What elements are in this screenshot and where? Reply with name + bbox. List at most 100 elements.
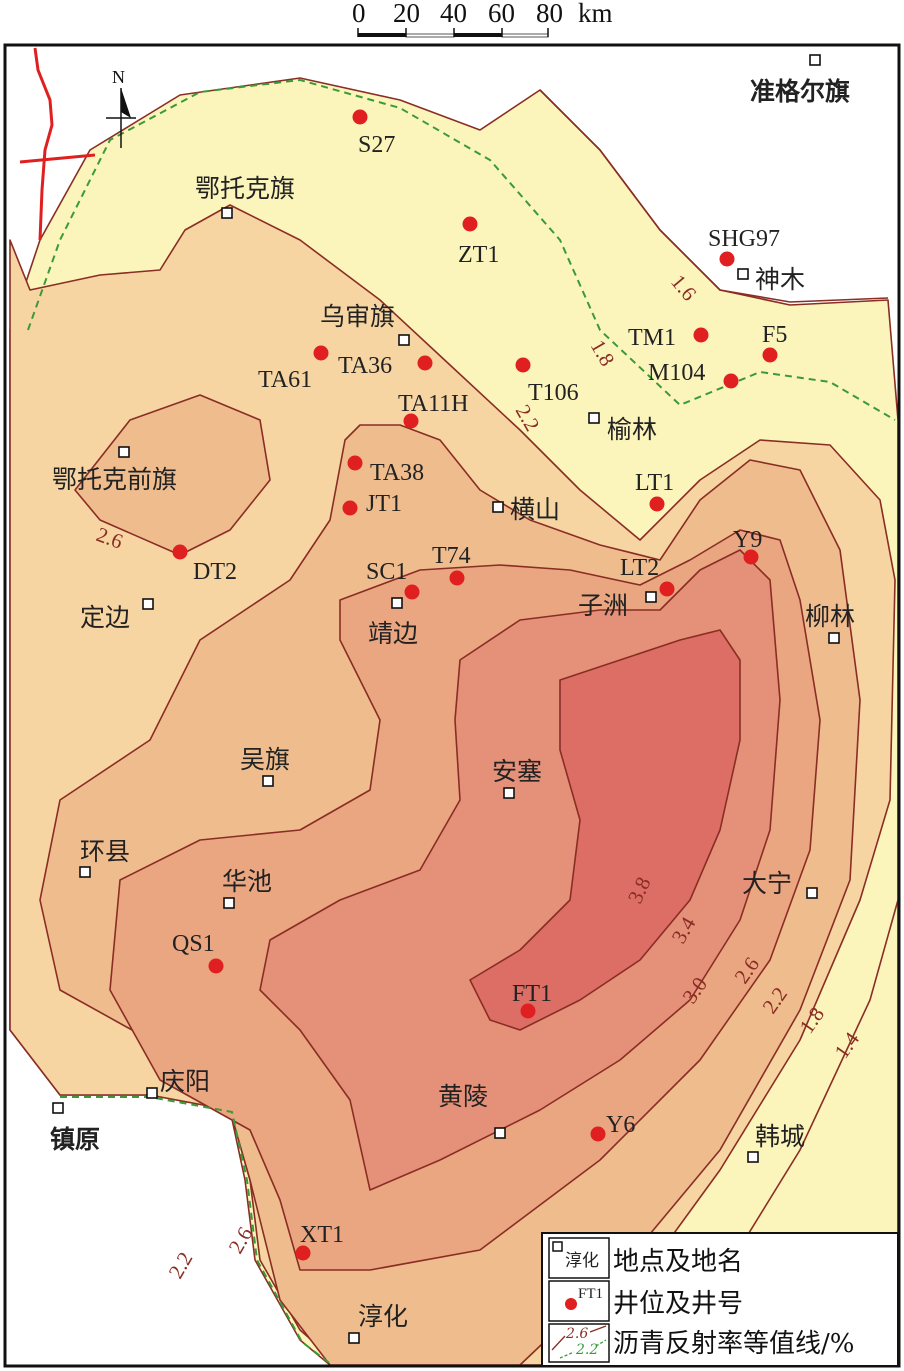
town-square-icon bbox=[223, 897, 235, 909]
well-marker: XT1 bbox=[295, 1222, 344, 1261]
well-label: M104 bbox=[648, 360, 705, 386]
town-marker: 柳林 bbox=[805, 602, 855, 644]
town-label: 吴旗 bbox=[240, 745, 290, 774]
town-square-icon bbox=[806, 887, 818, 899]
legend-town-label: 地点及地名 bbox=[613, 1247, 743, 1277]
well-label: FT1 bbox=[512, 981, 552, 1007]
well-label: LT2 bbox=[620, 555, 659, 581]
well-label: Y9 bbox=[733, 527, 762, 553]
well-dot-icon bbox=[172, 544, 188, 560]
town-square-icon bbox=[645, 591, 657, 603]
well-marker: TA11H bbox=[398, 391, 469, 429]
well-dot-icon bbox=[295, 1245, 311, 1261]
well-label: ZT1 bbox=[458, 242, 499, 268]
town-marker: 靖边 bbox=[368, 597, 418, 648]
well-dot-icon bbox=[417, 355, 433, 371]
well-dot-icon bbox=[590, 1126, 606, 1142]
zone-3-8 bbox=[469, 629, 741, 1031]
town-square-icon bbox=[492, 501, 504, 513]
well-marker: S27 bbox=[352, 109, 395, 158]
well-marker: Y6 bbox=[590, 1112, 635, 1142]
town-label: 子洲 bbox=[578, 591, 628, 620]
town-label: 柳林 bbox=[805, 602, 855, 631]
well-dot-icon bbox=[449, 570, 465, 586]
legend-item-contour: 2.6 2.2 沥青反射率等值线/% bbox=[548, 1323, 854, 1363]
well-label: SC1 bbox=[366, 559, 407, 585]
well-label: QS1 bbox=[172, 931, 215, 957]
contour-zones bbox=[9, 77, 899, 1366]
contour-label: 2.2 bbox=[164, 1248, 198, 1283]
well-marker: TA36 bbox=[338, 353, 433, 379]
well-dot-icon bbox=[723, 373, 739, 389]
well-dot-icon bbox=[404, 584, 420, 600]
town-label: 安塞 bbox=[492, 757, 542, 786]
well-dot-icon bbox=[719, 251, 735, 267]
well-label: Y6 bbox=[606, 1112, 635, 1138]
well-marker: M104 bbox=[648, 360, 739, 389]
town-label: 淳化 bbox=[358, 1302, 408, 1331]
town-marker: 安塞 bbox=[492, 757, 542, 799]
well-label: TA61 bbox=[258, 367, 312, 393]
well-dot-icon bbox=[565, 1298, 577, 1310]
well-dot-icon bbox=[649, 496, 665, 512]
legend: 淳化 地点及地名 FT1 井位及井号 2.6 2.2 沥青反射率等值线/% bbox=[541, 1232, 899, 1367]
well-dot-icon bbox=[313, 345, 329, 361]
town-square-icon bbox=[588, 412, 600, 424]
scale-unit: km bbox=[578, 0, 613, 28]
well-dot-icon bbox=[342, 500, 358, 516]
town-marker: 黄陵 bbox=[438, 1082, 506, 1139]
legend-item-well: FT1 井位及井号 bbox=[548, 1280, 743, 1322]
legend-contour-label: 沥青反射率等值线/% bbox=[613, 1329, 854, 1359]
well-marker: TM1 bbox=[628, 325, 709, 351]
zone-2-6-dt2 bbox=[74, 394, 271, 556]
town-label: 大宁 bbox=[742, 869, 792, 898]
town-marker: 淳化 bbox=[348, 1302, 408, 1344]
town-marker: 定边 bbox=[80, 598, 154, 632]
town-marker: 鄂托克前旗 bbox=[52, 446, 177, 494]
legend-contour-sample-b: 2.2 bbox=[575, 1342, 598, 1358]
boundary-line bbox=[33, 47, 54, 241]
town-marker: 鄂托克旗 bbox=[195, 174, 295, 219]
well-label: JT1 bbox=[366, 491, 402, 517]
town-marker: 子洲 bbox=[578, 591, 657, 620]
town-label: 镇原 bbox=[50, 1125, 100, 1154]
well-dot-icon bbox=[208, 958, 224, 974]
town-square-icon bbox=[737, 268, 749, 280]
town-marker: 华池 bbox=[222, 867, 272, 909]
well-marker: QS1 bbox=[172, 931, 224, 974]
well-marker: T106 bbox=[515, 357, 579, 406]
dashed-contour-line bbox=[27, 78, 896, 421]
well-dot-icon bbox=[462, 216, 478, 232]
town-square-icon bbox=[348, 1332, 360, 1344]
well-label: LT1 bbox=[635, 470, 674, 496]
town-marker: 环县 bbox=[79, 837, 130, 878]
boundary-line bbox=[19, 153, 96, 164]
town-label: 华池 bbox=[222, 867, 272, 896]
well-marker: F5 bbox=[762, 322, 787, 363]
well-marker: LT1 bbox=[635, 470, 674, 512]
town-marker: 准格尔旗 bbox=[750, 54, 850, 106]
well-marker: TA61 bbox=[258, 345, 329, 393]
town-square-icon bbox=[503, 787, 515, 799]
well-marker: FT1 bbox=[512, 981, 552, 1019]
well-label: T74 bbox=[432, 543, 471, 569]
town-square-icon bbox=[809, 54, 821, 66]
town-label: 乌审旗 bbox=[320, 302, 395, 331]
town-label: 靖边 bbox=[368, 619, 418, 648]
town-square-icon bbox=[221, 207, 233, 219]
well-marker: ZT1 bbox=[458, 216, 499, 268]
well-label: XT1 bbox=[300, 1222, 344, 1248]
town-marker: 神木 bbox=[737, 265, 805, 294]
north-arrow-label: N bbox=[112, 67, 125, 87]
town-label: 榆林 bbox=[607, 415, 657, 444]
scale-tick-40: 40 bbox=[440, 0, 467, 28]
well-label: F5 bbox=[762, 322, 787, 348]
contour-line bbox=[539, 89, 889, 303]
well-label: T106 bbox=[528, 380, 579, 406]
town-label: 黄陵 bbox=[438, 1082, 488, 1111]
north-arrow: N bbox=[106, 67, 136, 148]
well-marker: Y9 bbox=[733, 527, 762, 565]
town-label: 韩城 bbox=[755, 1122, 805, 1151]
town-label: 定边 bbox=[80, 603, 130, 632]
town-marker: 大宁 bbox=[742, 869, 818, 899]
